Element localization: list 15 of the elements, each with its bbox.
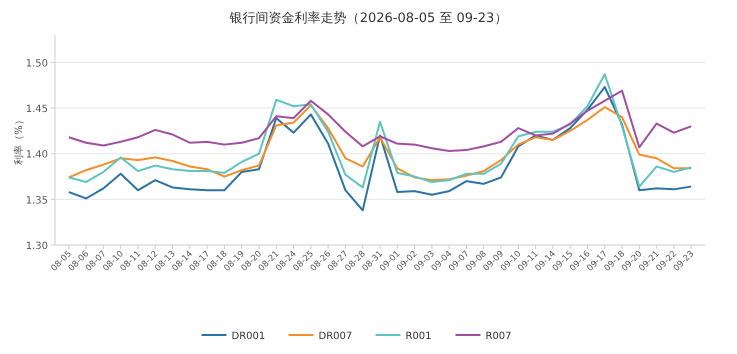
line-series xyxy=(68,73,692,188)
line-series xyxy=(68,86,692,212)
y-tick-label: 1.40 xyxy=(26,150,48,161)
chart-title: 银行间资金利率走势（2026-08-05 至 09-23） xyxy=(228,10,508,26)
line-series xyxy=(68,104,692,182)
legend-label: DR001 xyxy=(232,331,266,342)
line-series xyxy=(68,90,692,152)
y-tick-label: 1.35 xyxy=(26,195,48,206)
legend-label: R001 xyxy=(406,331,432,342)
legend-label: DR007 xyxy=(318,331,352,342)
legend-label: R007 xyxy=(486,331,512,342)
y-tick-label: 1.50 xyxy=(26,58,48,70)
y-tick-label: 1.30 xyxy=(26,241,48,252)
y-tick-label: 1.45 xyxy=(26,104,48,116)
y-axis-title: 利率（%） xyxy=(13,115,25,165)
